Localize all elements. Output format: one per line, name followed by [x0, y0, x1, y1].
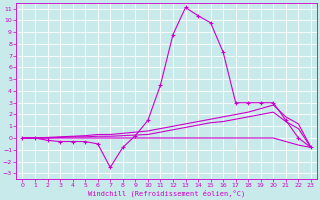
X-axis label: Windchill (Refroidissement éolien,°C): Windchill (Refroidissement éolien,°C)	[88, 190, 245, 197]
